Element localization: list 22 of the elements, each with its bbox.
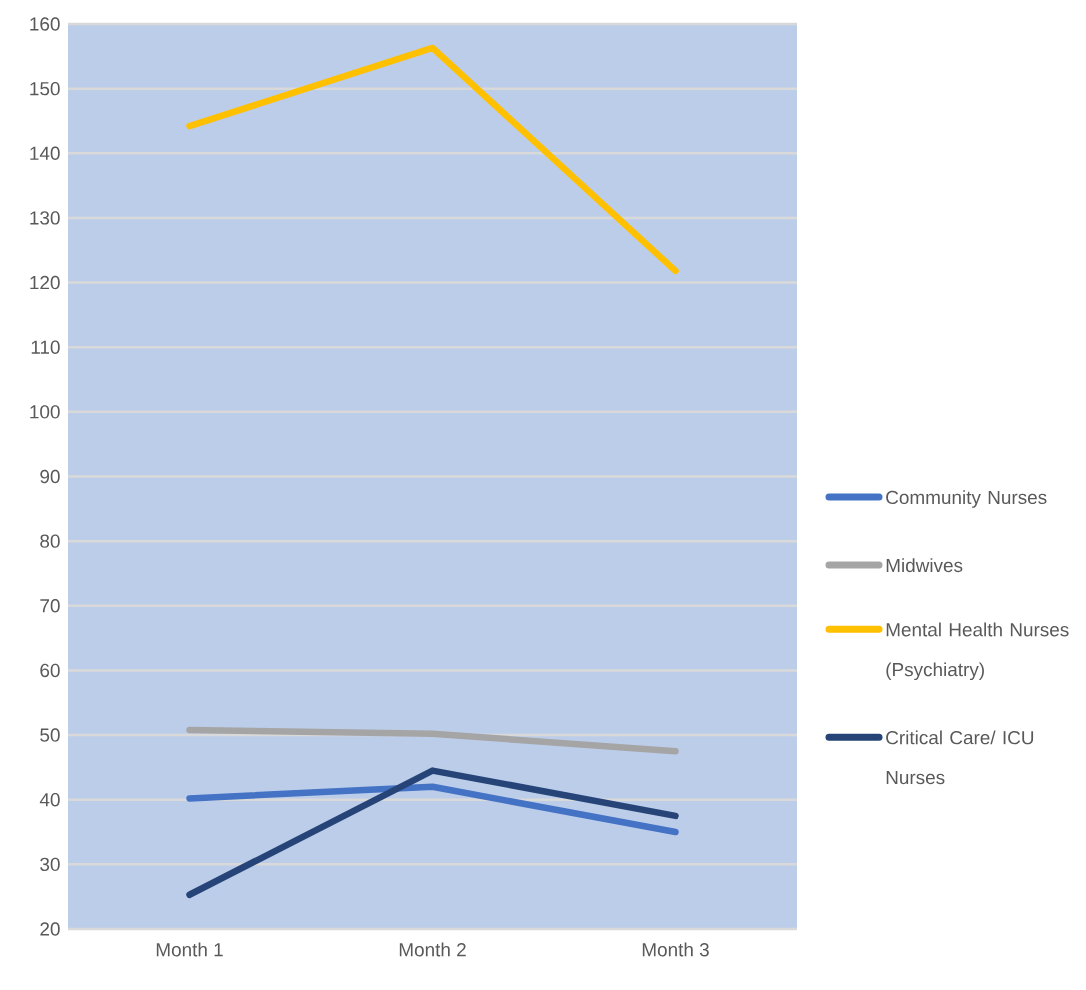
y-tick-label: 20 — [40, 922, 60, 936]
y-tick-label: 30 — [40, 857, 60, 872]
text: Mental Health Nurses (Psychiatry) — [886, 622, 1069, 681]
y-tick-label: 80 — [40, 534, 60, 548]
y-tick-label: 160 — [30, 17, 60, 31]
legend-label: Midwives — [886, 558, 963, 573]
y-tick-label: 140 — [30, 146, 60, 160]
y-tick-label: 110 — [31, 340, 60, 354]
x-tick-label: Month 3 — [642, 942, 709, 957]
text: Critical Care/ ICU Nurses — [886, 730, 1034, 785]
x-tick-label: Month 1 — [156, 942, 223, 957]
y-tick-label: 90 — [40, 469, 60, 484]
legend-label: Community Nurses — [886, 490, 1047, 508]
y-tick-label: 150 — [30, 81, 60, 96]
y-tick-label: 100 — [30, 405, 60, 419]
y-tick-label: 60 — [40, 663, 60, 678]
y-tick-label: 130 — [30, 211, 60, 225]
y-tick-label: 120 — [30, 275, 60, 290]
y-tick-label: 70 — [40, 599, 60, 613]
y-tick-label: 40 — [39, 793, 60, 807]
y-tick-label: 50 — [40, 728, 60, 742]
x-tick-label: Month 2 — [399, 942, 466, 957]
